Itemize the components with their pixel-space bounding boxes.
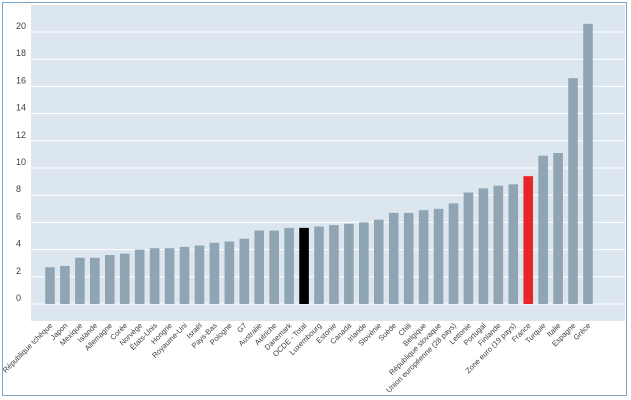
y-tick-label: 4 [16,239,21,249]
bar-9 [179,246,190,304]
bar-6 [134,249,145,304]
bar-30 [493,185,504,304]
y-tick-label: 16 [16,75,26,85]
y-tick-label: 20 [16,21,26,31]
bar-29 [478,188,489,304]
bar-7 [149,248,160,304]
bar-25 [418,210,429,304]
bar-22 [373,219,384,304]
bar-16 [284,227,294,304]
bar-chart: 0 2 4 6 8 10 12 14 16 18 20 République tchèqueJapo… [3,5,625,395]
bar-14 [254,230,265,304]
bar-21 [359,222,369,304]
bar-18 [314,226,324,304]
y-axis-tick-labels: 0 2 4 6 8 10 12 14 16 18 20 [16,21,26,303]
bar-36 [583,23,593,305]
category-label: République tchèque [3,321,54,375]
chart-frame: 0 2 4 6 8 10 12 14 16 18 20 République tchèque Japo… [2,2,627,396]
bar-2 [75,257,85,304]
bar-11 [209,242,220,304]
bar-19 [329,225,339,304]
bar-26 [433,208,444,304]
bar-33 [538,155,548,304]
y-tick-label: 10 [16,157,26,167]
y-tick-label: 18 [16,48,26,58]
bar-28 [463,192,474,304]
bars [45,23,593,305]
bar-5 [119,253,130,304]
bar-4 [104,255,115,304]
y-tick-label: 6 [16,211,21,221]
y-tick-label: 8 [16,184,21,194]
bar-20 [344,223,354,304]
bar-15 [269,230,279,304]
bar-8 [164,248,175,304]
bar-34 [553,153,563,304]
y-tick-label: 14 [16,103,26,113]
bar-0 [45,267,55,304]
bar-13 [239,238,250,304]
bar-35 [568,78,578,305]
bar-24 [403,212,414,304]
bar-12 [224,241,235,304]
gridlines [31,31,625,305]
bar-3 [90,257,100,304]
bar-17 [299,227,309,304]
y-tick-label: 12 [16,130,26,140]
y-tick-label: 2 [16,266,21,276]
bar-27 [448,203,459,304]
x-axis-category-labels: République tchèqueJaponMexiqueIslandeAll… [3,320,592,394]
y-tick-label: 0 [16,293,21,303]
bar-10 [194,245,205,304]
bar-23 [388,212,399,304]
bar-32 [523,176,534,304]
category-label: Grèce [572,321,593,342]
bar-31 [508,184,519,304]
bar-1 [60,265,70,304]
